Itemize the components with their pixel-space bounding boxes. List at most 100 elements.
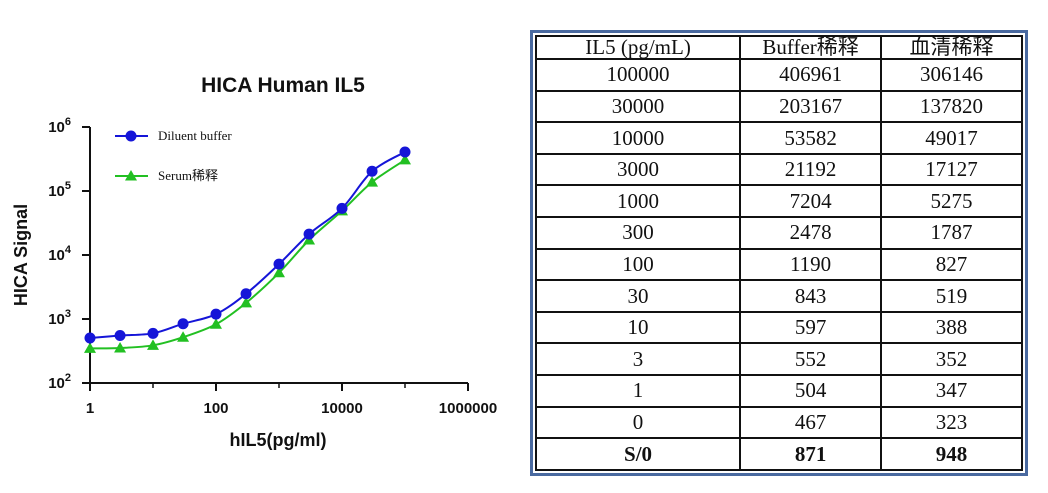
y-tick-base: 10 bbox=[48, 375, 65, 392]
cell-serum: 827 bbox=[880, 247, 1023, 282]
cell-concentration: 1 bbox=[534, 374, 742, 408]
legend: Diluent buffer Serum稀释 bbox=[115, 128, 232, 183]
cell-serum: 519 bbox=[880, 279, 1023, 313]
data-point-triangle bbox=[273, 266, 285, 278]
y-tick-exponent: 6 bbox=[65, 116, 71, 128]
legend-marker-triangle bbox=[125, 170, 137, 181]
data-point-triangle bbox=[177, 331, 190, 342]
cell-serum: 49017 bbox=[880, 121, 1023, 155]
header-concentration: IL5 (pg/mL) bbox=[534, 35, 742, 60]
y-tick-base: 10 bbox=[48, 247, 65, 264]
table-row: 30000 203167 137820 bbox=[534, 89, 1023, 124]
x-tick-label: 10000 bbox=[321, 400, 363, 417]
data-point-circle bbox=[210, 308, 222, 320]
table-row: 1 504 347 bbox=[534, 374, 1023, 408]
table-row: 10 597 388 bbox=[534, 310, 1023, 345]
table-row: 1000 7204 5275 bbox=[534, 184, 1023, 219]
table-row: 30 843 519 bbox=[534, 279, 1023, 313]
y-tick-label: 102 bbox=[48, 372, 71, 392]
y-tick-label: 103 bbox=[48, 308, 71, 328]
cell-buffer: 843 bbox=[739, 279, 883, 313]
series-diluent-buffer bbox=[84, 146, 411, 344]
cell-serum: 306146 bbox=[880, 58, 1023, 92]
cell-concentration: 100000 bbox=[534, 58, 742, 92]
data-point-circle bbox=[273, 258, 285, 270]
cell-buffer: 203167 bbox=[739, 89, 883, 124]
header-buffer: Buffer稀释 bbox=[739, 35, 883, 60]
cell-buffer: 406961 bbox=[739, 58, 883, 92]
cell-serum: 137820 bbox=[880, 89, 1023, 124]
data-point-circle bbox=[147, 327, 159, 339]
table-row: 100000 406961 306146 bbox=[534, 58, 1023, 92]
cell-serum: 347 bbox=[880, 374, 1023, 408]
cell-concentration: 100 bbox=[534, 247, 742, 282]
x-axis-title: hIL5(pg/ml) bbox=[230, 430, 327, 450]
legend-label: Diluent buffer bbox=[158, 128, 232, 143]
cell-serum: 1787 bbox=[880, 216, 1023, 250]
data-point-triangle bbox=[240, 296, 253, 308]
y-tick-label: 105 bbox=[48, 180, 71, 200]
cell-concentration: 0 bbox=[534, 405, 742, 440]
cell-concentration: 10000 bbox=[534, 121, 742, 155]
table-row: 100 1190 827 bbox=[534, 247, 1023, 282]
cell-summary-buffer: 871 bbox=[739, 437, 883, 471]
cell-buffer: 7204 bbox=[739, 184, 883, 219]
table-row: 0 467 323 bbox=[534, 405, 1023, 440]
cell-serum: 388 bbox=[880, 310, 1023, 345]
data-point-triangle bbox=[114, 342, 127, 353]
cell-concentration: 30000 bbox=[534, 89, 742, 124]
cell-buffer: 552 bbox=[739, 342, 883, 377]
x-tick-label: 100 bbox=[203, 400, 228, 417]
cell-buffer: 1190 bbox=[739, 247, 883, 282]
chart-title: HICA Human IL5 bbox=[201, 74, 365, 97]
cell-buffer: 504 bbox=[739, 374, 883, 408]
y-tick-exponent: 3 bbox=[65, 308, 71, 320]
data-point-triangle bbox=[366, 176, 379, 187]
summary-row: S/0 871 948 bbox=[534, 437, 1023, 471]
table-row: 3000 21192 17127 bbox=[534, 152, 1023, 187]
cell-concentration: 30 bbox=[534, 279, 742, 313]
cell-serum: 17127 bbox=[880, 152, 1023, 187]
data-point-triangle bbox=[399, 153, 411, 165]
cell-concentration: 10 bbox=[534, 310, 742, 345]
cell-buffer: 597 bbox=[739, 310, 883, 345]
y-tick-label: 106 bbox=[48, 116, 71, 136]
cell-serum: 323 bbox=[880, 405, 1023, 440]
x-tick-label: 1 bbox=[86, 400, 94, 417]
y-tick-base: 10 bbox=[48, 119, 65, 136]
data-point-triangle bbox=[147, 339, 159, 350]
data-point-circle bbox=[303, 228, 315, 240]
y-tick-exponent: 4 bbox=[65, 244, 72, 256]
cell-concentration: 300 bbox=[534, 216, 742, 250]
cell-concentration: 3 bbox=[534, 342, 742, 377]
cell-buffer: 21192 bbox=[739, 152, 883, 187]
y-tick-base: 10 bbox=[48, 183, 65, 200]
header-serum: 血清稀释 bbox=[880, 35, 1023, 60]
y-tick-exponent: 5 bbox=[65, 180, 71, 192]
data-point-triangle bbox=[210, 318, 222, 329]
series-line bbox=[89, 151, 406, 339]
table-row: 3 552 352 bbox=[534, 342, 1023, 377]
data-table: IL5 (pg/mL) Buffer稀释 血清稀释 100000 406961 30… bbox=[534, 35, 1023, 471]
y-axis-title: HICA Signal bbox=[11, 204, 31, 306]
legend-label: Serum稀释 bbox=[158, 168, 218, 183]
table-header-row: IL5 (pg/mL) Buffer稀释 血清稀释 bbox=[534, 35, 1023, 60]
y-tick-exponent: 2 bbox=[65, 372, 71, 384]
data-point-circle bbox=[240, 288, 252, 300]
x-tick-label: 1000000 bbox=[439, 400, 497, 417]
table-row: 10000 53582 49017 bbox=[534, 121, 1023, 155]
data-point-triangle bbox=[84, 342, 96, 353]
cell-serum: 352 bbox=[880, 342, 1023, 377]
cell-concentration: 3000 bbox=[534, 152, 742, 187]
cell-summary-label: S/0 bbox=[534, 437, 742, 471]
data-point-circle bbox=[366, 165, 378, 177]
y-tick-label: 104 bbox=[48, 244, 72, 264]
dose-response-chart: HICA Human IL5 1 100 10000 1000000102103104… bbox=[11, 74, 497, 450]
data-table-frame: IL5 (pg/mL) Buffer稀释 血清稀释 100000 406961 30… bbox=[530, 30, 1028, 476]
cell-buffer: 2478 bbox=[739, 216, 883, 250]
table-row: 300 2478 1787 bbox=[534, 216, 1023, 250]
data-point-circle bbox=[177, 318, 189, 330]
legend-marker-circle bbox=[125, 130, 137, 142]
cell-buffer: 53582 bbox=[739, 121, 883, 155]
